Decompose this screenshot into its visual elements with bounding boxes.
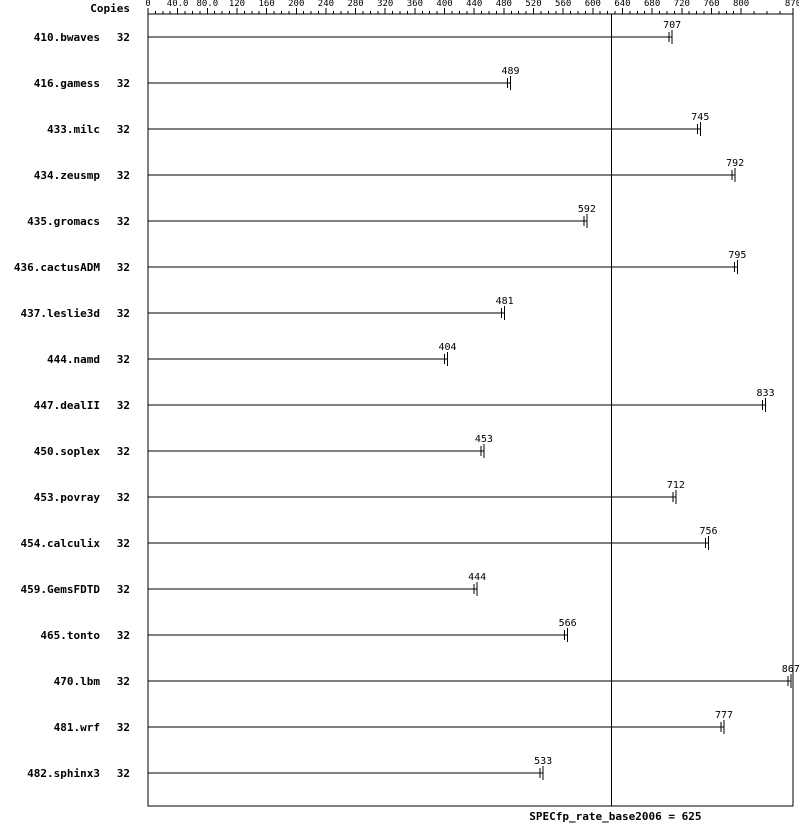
benchmark-copies: 32 bbox=[117, 721, 130, 734]
benchmark-copies: 32 bbox=[117, 307, 130, 320]
x-tick-label: 680 bbox=[644, 0, 660, 9]
benchmark-value: 592 bbox=[578, 204, 596, 215]
benchmark-value: 745 bbox=[691, 112, 709, 123]
benchmark-value: 792 bbox=[726, 158, 744, 169]
x-tick-label: 760 bbox=[703, 0, 719, 9]
benchmark-copies: 32 bbox=[117, 583, 130, 596]
benchmark-copies: 32 bbox=[117, 353, 130, 366]
x-tick-label: 800 bbox=[733, 0, 749, 9]
benchmark-value: 404 bbox=[438, 342, 456, 353]
benchmark-name: 482.sphinx3 bbox=[27, 767, 100, 780]
benchmark-copies: 32 bbox=[117, 31, 130, 44]
benchmark-name: 416.gamess bbox=[34, 77, 100, 90]
benchmark-copies: 32 bbox=[117, 537, 130, 550]
benchmark-value: 453 bbox=[475, 434, 493, 445]
x-tick-label: 640 bbox=[614, 0, 630, 9]
x-tick-label: 560 bbox=[555, 0, 571, 9]
benchmark-copies: 32 bbox=[117, 767, 130, 780]
benchmark-copies: 32 bbox=[117, 629, 130, 642]
benchmark-name: 410.bwaves bbox=[34, 31, 100, 44]
benchmark-name: 465.tonto bbox=[40, 629, 100, 642]
copies-header: Copies bbox=[90, 2, 130, 15]
benchmark-copies: 32 bbox=[117, 675, 130, 688]
benchmark-copies: 32 bbox=[117, 169, 130, 182]
baseline-label: SPECfp_rate_base2006 = 625 bbox=[529, 810, 701, 823]
benchmark-value: 444 bbox=[468, 572, 486, 583]
benchmark-value: 533 bbox=[534, 756, 552, 767]
x-tick-label: 240 bbox=[318, 0, 334, 9]
x-tick-label: 80.0 bbox=[196, 0, 218, 9]
x-tick-label: 870 bbox=[785, 0, 799, 9]
benchmark-name: 470.lbm bbox=[54, 675, 101, 688]
benchmark-value: 481 bbox=[496, 296, 514, 307]
x-tick-label: 720 bbox=[674, 0, 690, 9]
benchmark-value: 867 bbox=[782, 664, 799, 675]
chart-svg: 0 40.0 80.0 120 160 200 240 280 320 360 400 440 480 5… bbox=[0, 0, 799, 831]
x-tick-label: 600 bbox=[585, 0, 601, 9]
benchmark-value: 712 bbox=[667, 480, 685, 491]
x-tick-label: 160 bbox=[258, 0, 274, 9]
x-tick-label: 280 bbox=[347, 0, 363, 9]
benchmark-value: 756 bbox=[699, 526, 717, 537]
plot-border bbox=[148, 14, 793, 806]
x-tick-label: 320 bbox=[377, 0, 393, 9]
benchmark-copies: 32 bbox=[117, 77, 130, 90]
benchmark-name: 447.dealII bbox=[34, 399, 100, 412]
benchmark-name: 481.wrf bbox=[54, 721, 100, 734]
benchmark-copies: 32 bbox=[117, 261, 130, 274]
x-tick-label: 480 bbox=[496, 0, 512, 9]
benchmark-name: 437.leslie3d bbox=[21, 307, 100, 320]
benchmark-value: 795 bbox=[728, 250, 746, 261]
x-tick-label: 440 bbox=[466, 0, 482, 9]
benchmark-name: 453.povray bbox=[34, 491, 101, 504]
x-tick-label: 520 bbox=[525, 0, 541, 9]
benchmark-name: 450.soplex bbox=[34, 445, 101, 458]
benchmark-copies: 32 bbox=[117, 491, 130, 504]
benchmark-value: 707 bbox=[663, 20, 681, 31]
benchmark-copies: 32 bbox=[117, 445, 130, 458]
benchmark-name: 434.zeusmp bbox=[34, 169, 101, 182]
benchmark-value: 777 bbox=[715, 710, 733, 721]
benchmark-copies: 32 bbox=[117, 215, 130, 228]
benchmark-copies: 32 bbox=[117, 123, 130, 136]
x-tick-label: 120 bbox=[229, 0, 245, 9]
benchmark-copies: 32 bbox=[117, 399, 130, 412]
benchmark-name: 444.namd bbox=[47, 353, 100, 366]
x-tick-label: 0 bbox=[145, 0, 150, 9]
benchmark-name: 459.GemsFDTD bbox=[21, 583, 101, 596]
spec-benchmark-chart: 0 40.0 80.0 120 160 200 240 280 320 360 400 440 480 5… bbox=[0, 0, 799, 831]
benchmark-value: 833 bbox=[757, 388, 775, 399]
benchmark-name: 436.cactusADM bbox=[14, 261, 100, 274]
benchmark-value: 566 bbox=[559, 618, 577, 629]
benchmark-name: 454.calculix bbox=[21, 537, 101, 550]
x-tick-label: 400 bbox=[436, 0, 452, 9]
x-tick-label: 40.0 bbox=[167, 0, 189, 9]
benchmark-name: 435.gromacs bbox=[27, 215, 100, 228]
benchmark-name: 433.milc bbox=[47, 123, 100, 136]
x-tick-label: 360 bbox=[407, 0, 423, 9]
benchmark-value: 489 bbox=[502, 66, 520, 77]
x-tick-label: 200 bbox=[288, 0, 304, 9]
